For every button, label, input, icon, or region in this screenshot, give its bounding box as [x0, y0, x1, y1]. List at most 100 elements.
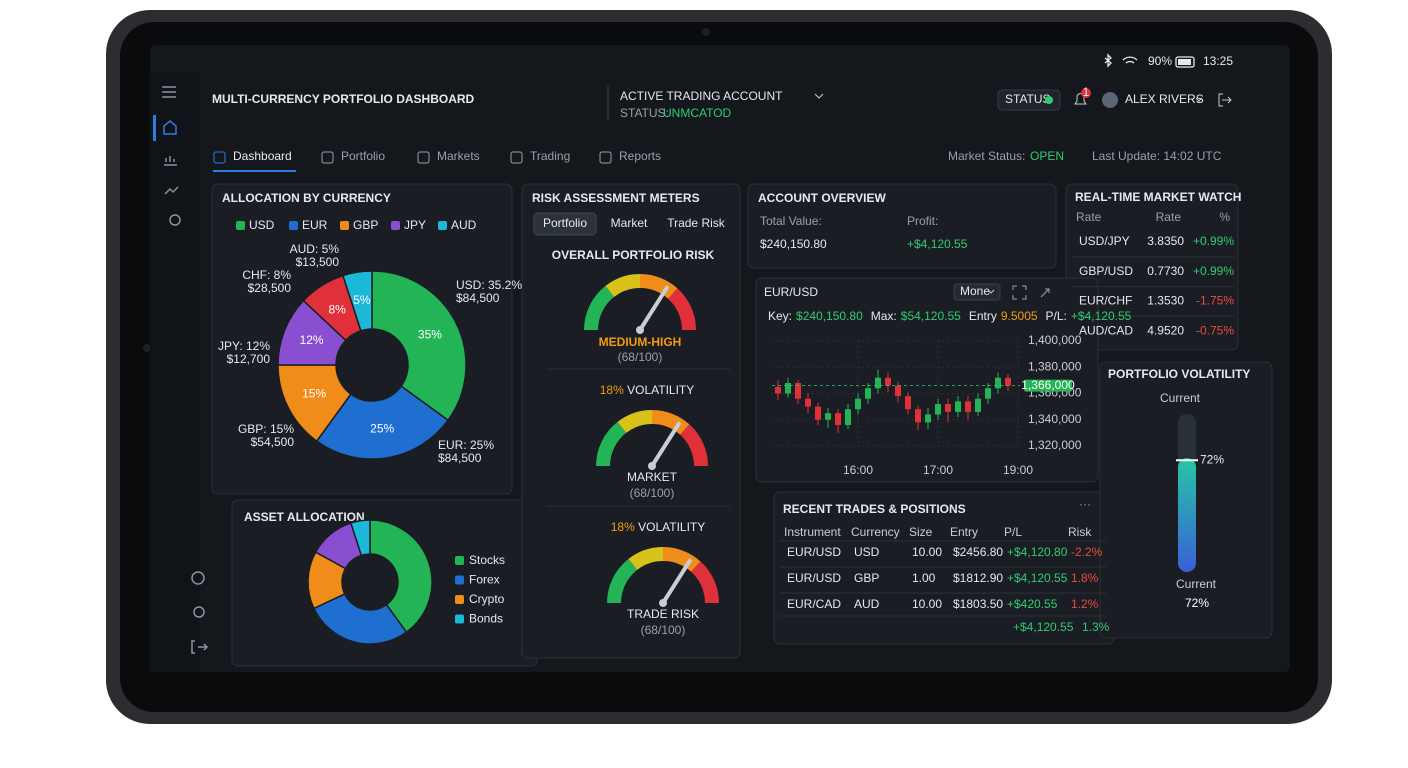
menu-icon[interactable]	[162, 86, 176, 98]
donut-slice	[369, 519, 433, 634]
risk-tab[interactable]: Portfolio	[543, 216, 587, 230]
account-selector[interactable]: ACTIVE TRADING ACCOUNT	[620, 89, 783, 103]
battery-text: 90%	[1148, 54, 1172, 68]
cell: 0.7730	[1147, 264, 1184, 278]
help-icon[interactable]	[191, 571, 205, 585]
battery-icon	[1175, 56, 1195, 68]
cell: +$4,120.55	[1007, 571, 1068, 585]
card-title: RISK ASSESSMENT METERS	[532, 191, 700, 205]
candle-body	[775, 386, 781, 394]
gauge-arc	[605, 274, 640, 297]
donut-slice	[312, 592, 408, 645]
chart-icon[interactable]	[164, 156, 177, 166]
callout: CHF: 8%	[242, 268, 291, 282]
gauge-label: MEDIUM-HIGH	[599, 335, 682, 349]
column-header: Rate	[1156, 210, 1182, 224]
home-icon[interactable]	[163, 120, 177, 135]
column-header: Instrument	[784, 525, 841, 539]
side-sensor	[143, 344, 151, 352]
user-name[interactable]: ALEX RIVERS	[1125, 92, 1204, 106]
vol-marker-label: 72%	[1200, 452, 1224, 466]
gauge-hub	[636, 326, 644, 334]
callout: JPY: 12%	[218, 339, 270, 353]
logout-icon[interactable]	[191, 640, 209, 654]
settings-icon[interactable]	[169, 214, 181, 226]
cell: -1.75%	[1196, 294, 1234, 308]
candle-body	[825, 413, 831, 420]
avatar[interactable]	[1102, 92, 1118, 108]
candle-body	[945, 404, 951, 412]
column-header: Rate	[1076, 210, 1102, 224]
gauge-arc	[663, 547, 701, 572]
cell: +0.99%	[1193, 264, 1234, 278]
expand-icon[interactable]	[1040, 288, 1050, 298]
risk-tab[interactable]: Market	[611, 216, 648, 230]
period-text: Mone	[960, 284, 990, 298]
gauge-heading: OVERALL PORTFOLIO RISK	[552, 248, 715, 262]
account-chevron[interactable]	[814, 93, 824, 99]
candle-body	[995, 377, 1001, 389]
caption: Current	[1176, 577, 1217, 591]
gauge-arc	[640, 274, 678, 299]
gauge-arc	[596, 421, 627, 466]
trend-icon[interactable]	[164, 186, 179, 195]
status-dot	[1045, 96, 1053, 104]
period-dropdown[interactable]	[953, 283, 1001, 301]
candle-body	[985, 388, 991, 399]
callout-amount: $54,500	[251, 435, 295, 449]
cell: GBP	[854, 571, 879, 585]
logout-button[interactable]	[1218, 93, 1232, 107]
risk-tab[interactable]: Trade Risk	[667, 216, 726, 230]
cell: AUD/CAD	[1079, 323, 1133, 337]
callout: USD: 35.2%	[456, 278, 522, 292]
card-title: PORTFOLIO VOLATILITY	[1108, 367, 1250, 381]
clock: 13:25	[1203, 54, 1233, 68]
tab[interactable]: Portfolio	[341, 149, 385, 163]
gauge-needle	[650, 421, 681, 468]
cell: +$4,120.80	[1007, 545, 1068, 559]
gauge-score: (68/100)	[641, 623, 686, 637]
legend-label: Crypto	[469, 592, 505, 606]
legend-label: USD	[249, 218, 275, 232]
settings-icon-2[interactable]	[193, 606, 205, 618]
account-status-label: STATUS:	[620, 106, 669, 120]
candle-body	[875, 377, 881, 389]
more-menu[interactable]: ···	[1079, 497, 1091, 511]
card-title: ALLOCATION BY CURRENCY	[222, 191, 391, 205]
callout-amount: $84,500	[438, 451, 482, 465]
cell: 10.00	[912, 545, 942, 559]
y-tick-label: 1,320,000	[1028, 438, 1082, 452]
cell: $2456.80	[953, 545, 1003, 559]
tab[interactable]: Trading	[530, 149, 570, 163]
status-badge[interactable]	[997, 89, 1061, 111]
column-header: %	[1219, 210, 1230, 224]
gauge-arc	[628, 547, 663, 570]
cell: 10.00	[912, 597, 942, 611]
gauge-hub	[648, 462, 656, 470]
column-header: Entry	[950, 525, 978, 539]
callout: GBP: 15%	[238, 422, 294, 436]
tab[interactable]: Markets	[437, 149, 480, 163]
tab[interactable]: Reports	[619, 149, 661, 163]
candle-body	[865, 388, 871, 399]
legend-swatch	[455, 556, 464, 565]
notification-count: 1	[1083, 85, 1090, 99]
cell: EUR/CAD	[787, 597, 841, 611]
cell: 3.8350	[1147, 234, 1184, 248]
heading-text: VOLATILITY	[638, 520, 705, 534]
account-status-value: UNMCATOD	[663, 106, 732, 120]
cell: USD/JPY	[1079, 234, 1130, 248]
gauge-score: (68/100)	[630, 486, 675, 500]
candle-body	[935, 404, 941, 415]
legend-swatch	[455, 575, 464, 585]
market-status-value: OPEN	[1030, 149, 1064, 163]
tab[interactable]: Dashboard	[233, 149, 292, 163]
gauge-score: (68/100)	[618, 350, 663, 364]
gauge-arc	[607, 558, 638, 603]
candle-body	[885, 377, 891, 386]
fullscreen-icon[interactable]	[1012, 285, 1027, 300]
key-value: 9.5005	[1001, 309, 1038, 323]
donut-slice	[315, 385, 450, 460]
user-chevron[interactable]	[1195, 97, 1203, 102]
